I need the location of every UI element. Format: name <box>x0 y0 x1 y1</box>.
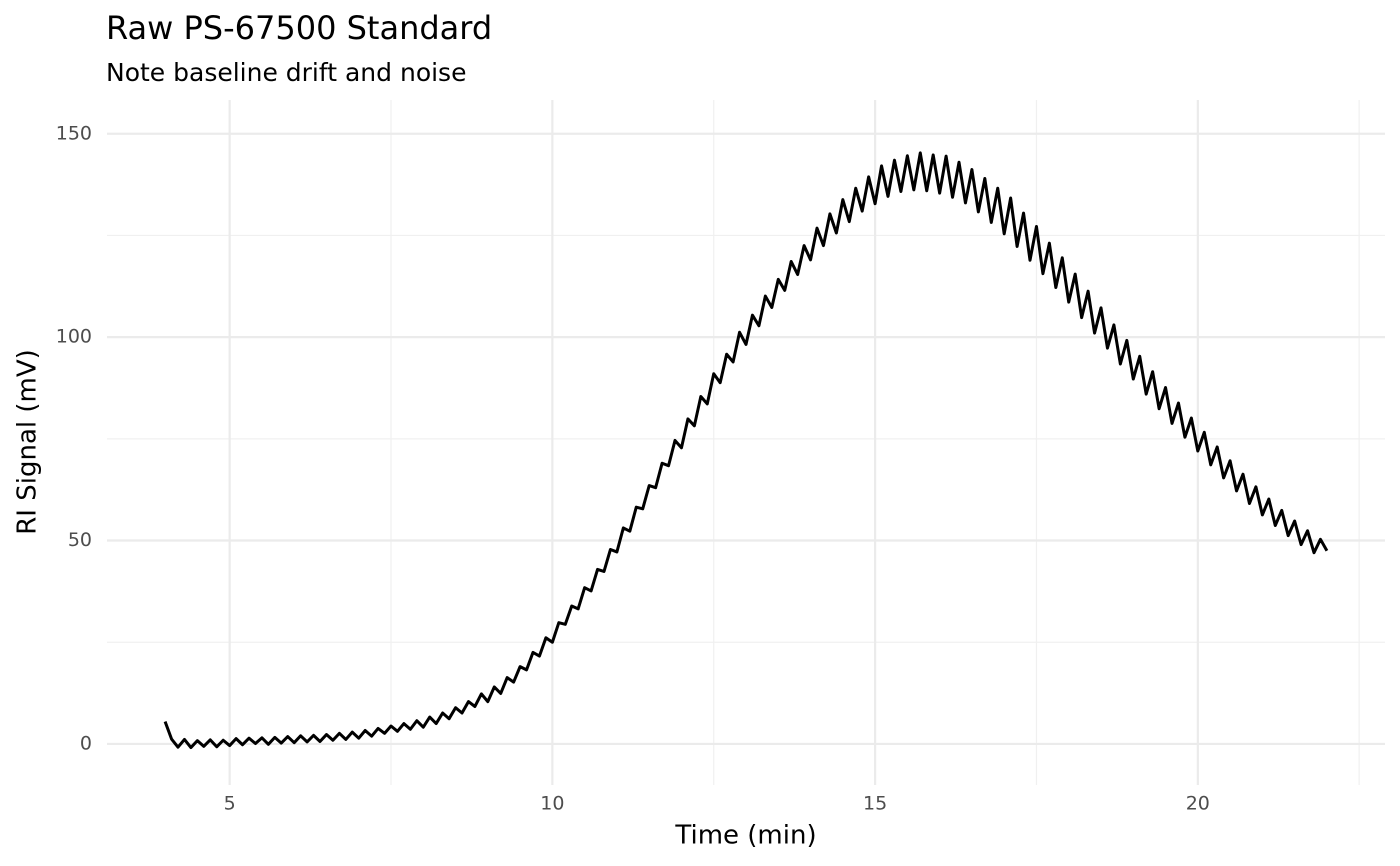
x-tick-label: 15 <box>863 793 887 815</box>
data-line <box>163 151 1329 750</box>
x-tick-label: 5 <box>224 793 236 815</box>
y-tick-label: 0 <box>80 732 92 754</box>
chart-title: Raw PS-67500 Standard <box>106 9 492 47</box>
x-tick-label: 20 <box>1186 793 1210 815</box>
y-tick-label: 150 <box>56 122 92 144</box>
y-axis-title: RI Signal (mV) <box>13 349 43 535</box>
y-tick-label: 50 <box>68 529 92 551</box>
x-axis-title: Time (min) <box>674 821 816 851</box>
y-tick-label: 100 <box>56 326 92 348</box>
x-tick-label: 10 <box>540 793 564 815</box>
chart-subtitle: Note baseline drift and noise <box>106 58 466 87</box>
